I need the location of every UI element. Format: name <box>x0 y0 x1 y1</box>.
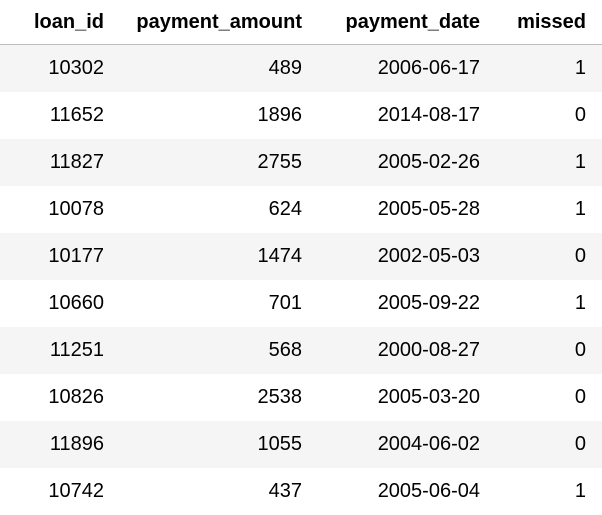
column-header-loan-id: loan_id <box>33 10 104 33</box>
table-row: 10078 624 2005-05-28 1 <box>0 186 602 233</box>
cell-missed: 1 <box>574 480 586 502</box>
cell-loan-id: 10078 <box>48 198 104 220</box>
column-header-missed: missed <box>517 10 586 33</box>
cell-loan-id: 11896 <box>49 433 104 455</box>
cell-missed: 1 <box>574 151 586 173</box>
cell-payment-amount: 437 <box>268 480 302 502</box>
table-row: 11652 1896 2014-08-17 0 <box>0 92 602 139</box>
cell-loan-id: 10742 <box>48 480 104 502</box>
cell-payment-date: 2005-02-26 <box>377 151 480 173</box>
table-row: 10826 2538 2005-03-20 0 <box>0 374 602 421</box>
cell-loan-id: 11251 <box>49 339 104 361</box>
cell-payment-amount: 1896 <box>257 104 303 126</box>
cell-payment-amount: 1055 <box>257 433 303 455</box>
cell-payment-date: 2005-05-28 <box>377 198 480 220</box>
cell-payment-amount: 624 <box>268 198 302 220</box>
cell-payment-date: 2006-06-17 <box>377 57 480 79</box>
cell-missed: 1 <box>574 57 586 79</box>
table-row: 11896 1055 2004-06-02 0 <box>0 421 602 468</box>
cell-payment-date: 2005-03-20 <box>377 386 480 408</box>
cell-payment-date: 2005-09-22 <box>377 292 480 314</box>
cell-payment-date: 2004-06-02 <box>377 433 480 455</box>
cell-missed: 1 <box>574 198 586 220</box>
cell-payment-date: 2005-06-04 <box>377 480 480 502</box>
cell-payment-amount: 2755 <box>257 151 303 173</box>
table-header: loan_id payment_amount payment_date miss… <box>0 0 602 45</box>
cell-payment-amount: 489 <box>268 57 302 79</box>
cell-payment-amount: 568 <box>268 339 302 361</box>
cell-payment-amount: 1474 <box>257 245 303 267</box>
cell-loan-id: 10826 <box>48 386 104 408</box>
table-row: 11827 2755 2005-02-26 1 <box>0 139 602 186</box>
cell-missed: 0 <box>574 245 586 267</box>
table-row: 10302 489 2006-06-17 1 <box>0 45 602 92</box>
table-row: 10660 701 2005-09-22 1 <box>0 280 602 327</box>
cell-payment-date: 2002-05-03 <box>377 245 480 267</box>
cell-missed: 0 <box>574 104 586 126</box>
cell-loan-id: 10660 <box>48 292 104 314</box>
cell-payment-date: 2000-08-27 <box>377 339 480 361</box>
cell-loan-id: 10302 <box>48 57 104 79</box>
cell-missed: 0 <box>574 339 586 361</box>
cell-missed: 0 <box>574 386 586 408</box>
cell-loan-id: 10177 <box>48 245 104 267</box>
cell-missed: 0 <box>574 433 586 455</box>
cell-loan-id: 11827 <box>49 151 104 173</box>
table-row: 10742 437 2005-06-04 1 <box>0 468 602 515</box>
table-row: 11251 568 2000-08-27 0 <box>0 327 602 374</box>
cell-payment-date: 2014-08-17 <box>377 104 480 126</box>
cell-missed: 1 <box>574 292 586 314</box>
column-header-payment-amount: payment_amount <box>136 10 302 33</box>
cell-payment-amount: 701 <box>268 292 302 314</box>
cell-payment-amount: 2538 <box>257 386 303 408</box>
cell-loan-id: 11652 <box>49 104 104 126</box>
table-row: 10177 1474 2002-05-03 0 <box>0 233 602 280</box>
column-header-payment-date: payment_date <box>345 10 481 33</box>
